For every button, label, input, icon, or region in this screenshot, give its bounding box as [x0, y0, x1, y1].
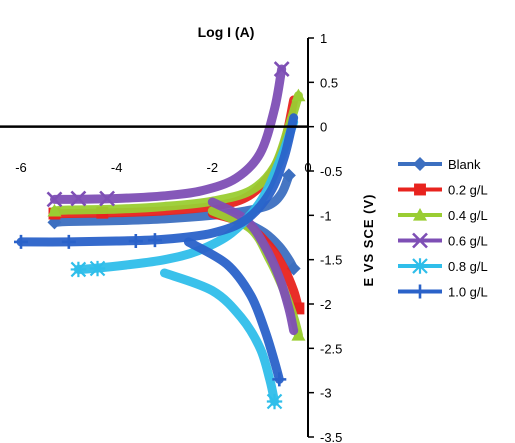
legend-item: Blank — [398, 157, 481, 172]
y-tick-label: -2.5 — [320, 341, 342, 356]
y-tick-label: -1 — [320, 208, 332, 223]
data-point — [70, 190, 87, 207]
legend-item: 0.8 g/L — [398, 258, 488, 274]
legend-marker — [414, 183, 426, 196]
legend-marker — [412, 232, 428, 249]
data-point — [147, 233, 162, 248]
legend-item: 0.2 g/L — [398, 183, 488, 198]
legend-marker — [412, 258, 428, 274]
series-1-0-g-l — [14, 113, 299, 387]
x-tick-label: -2 — [207, 160, 219, 175]
legend: Blank 0.2 g/L 0.4 g/L 0.6 g/L 0.8 g/L 1.0 g/L — [398, 157, 488, 300]
axes: -6 -4 -2 0 1 0.5 0 -0.5 -1 -1.5 -2 -2.5 -3 -3.5 — [0, 31, 342, 443]
data-point — [99, 190, 116, 207]
legend-label: 0.6 g/L — [448, 234, 488, 249]
data-point — [266, 393, 283, 410]
y-tick-label: -1.5 — [320, 253, 342, 268]
data-point — [281, 168, 296, 183]
y-tick-label: -2 — [320, 297, 332, 312]
series-line-cathodic — [183, 237, 284, 384]
series-0-6-g-l — [46, 61, 299, 336]
y-tick-label: -3.5 — [320, 430, 342, 443]
legend-label: 0.2 g/L — [448, 183, 488, 198]
legend-label: 0.8 g/L — [448, 259, 488, 274]
legend-item: 1.0 g/L — [398, 284, 488, 300]
y-tick-label: -3 — [320, 386, 332, 401]
data-point — [272, 372, 287, 387]
y-axis-label: E VS SCE (V) — [361, 194, 376, 287]
series-0-8-g-l — [70, 117, 299, 410]
data-point — [46, 191, 63, 208]
series-line-anodic — [16, 113, 299, 247]
legend-marker — [413, 208, 427, 221]
x-tick-label: 0 — [304, 160, 311, 175]
legend-label: 0.4 g/L — [448, 208, 488, 223]
data-point — [291, 328, 306, 341]
data-point — [292, 302, 305, 315]
legend-label: 1.0 g/L — [448, 285, 488, 300]
legend-item: 0.6 g/L — [398, 232, 488, 249]
data-point — [291, 88, 306, 102]
data-point — [70, 261, 87, 278]
chart-title: Log I (A) — [198, 24, 255, 40]
plot-area — [14, 61, 306, 410]
x-tick-labels: -6 -4 -2 0 — [15, 160, 311, 175]
legend-marker — [413, 284, 427, 299]
y-tick-label: 0 — [320, 120, 327, 135]
data-point — [273, 61, 290, 77]
data-point — [61, 234, 76, 249]
y-tick-label: 1 — [320, 31, 327, 46]
data-point — [47, 203, 62, 217]
data-point — [14, 234, 28, 249]
y-tick-labels: 1 0.5 0 -0.5 -1 -1.5 -2 -2.5 -3 -3.5 — [308, 31, 342, 443]
x-tick-label: -4 — [111, 160, 123, 175]
legend-marker — [413, 157, 427, 171]
series-line-anodic — [49, 64, 287, 204]
data-point — [128, 234, 143, 249]
y-tick-label: 0.5 — [320, 75, 338, 90]
legend-item: 0.4 g/L — [398, 208, 488, 223]
y-tick-label: -0.5 — [320, 164, 342, 179]
data-point — [89, 260, 106, 277]
x-tick-label: -6 — [15, 160, 27, 175]
legend-label: Blank — [448, 157, 481, 172]
series-line-cathodic — [160, 268, 280, 407]
